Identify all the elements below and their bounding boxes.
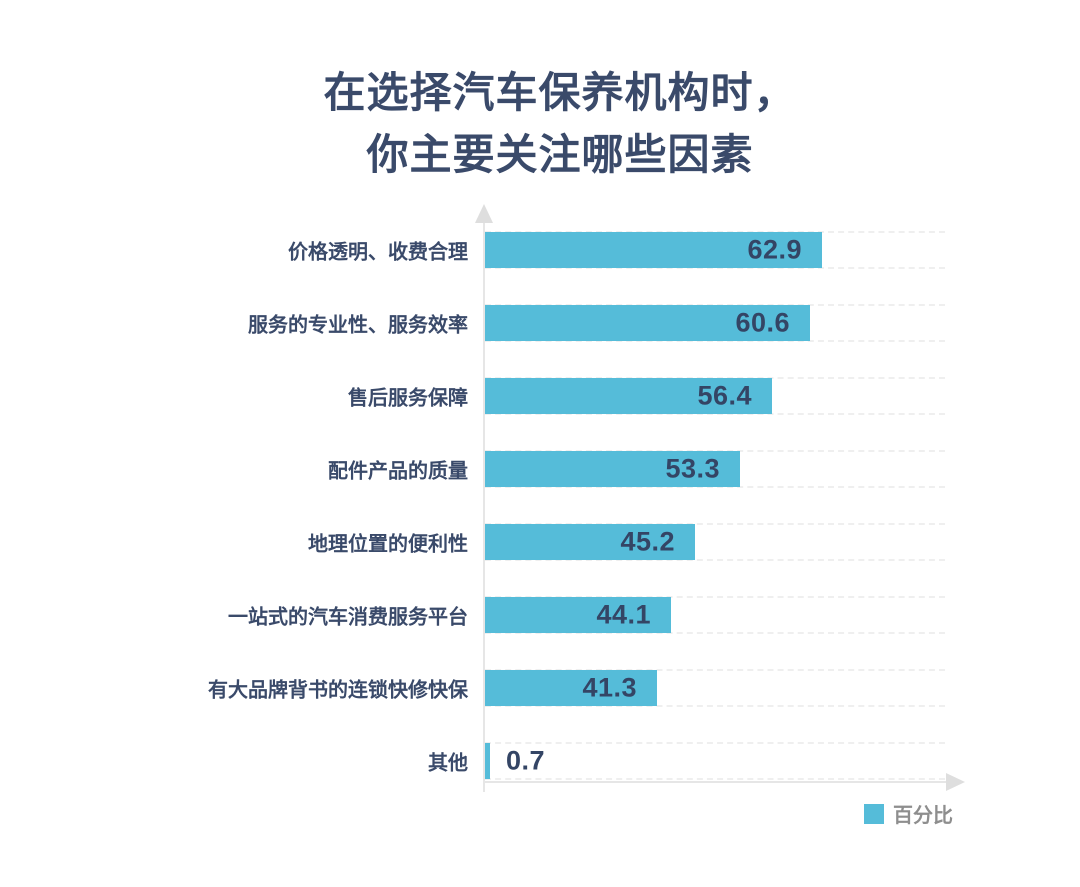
chart-row: 一站式的汽车消费服务平台 44.1 [0, 596, 1080, 634]
value-label: 45.2 [620, 526, 675, 557]
bar [485, 305, 810, 341]
category-label: 服务的专业性、服务效率 [248, 314, 468, 337]
chart-row: 服务的专业性、服务效率 60.6 [0, 304, 1080, 342]
chart-row: 价格透明、收费合理 62.9 [0, 231, 1080, 269]
gridline [485, 669, 945, 671]
chart-row: 地理位置的便利性 45.2 [0, 523, 1080, 561]
gridline [485, 486, 945, 488]
value-label: 44.1 [596, 599, 651, 630]
gridline [485, 596, 945, 598]
gridline [485, 632, 945, 634]
value-label: 53.3 [665, 453, 720, 484]
category-label: 价格透明、收费合理 [288, 241, 468, 264]
bar [485, 378, 772, 414]
category-label: 一站式的汽车消费服务平台 [228, 606, 468, 629]
bar [485, 597, 671, 633]
value-label: 41.3 [582, 672, 637, 703]
chart-title-line-1: 在选择汽车保养机构时， [323, 69, 797, 116]
category-label: 有大品牌背书的连锁快修快保 [208, 679, 468, 702]
category-label: 配件产品的质量 [328, 460, 468, 483]
legend: 百分比 [864, 799, 953, 828]
value-label: 60.6 [735, 307, 790, 338]
chart-title-line-2: 你主要关注哪些因素 [366, 131, 754, 178]
y-axis-line [483, 222, 485, 792]
gridline [485, 413, 945, 415]
gridline [485, 742, 945, 744]
gridline [485, 559, 945, 561]
category-label: 售后服务保障 [348, 387, 468, 410]
bar [485, 670, 657, 706]
bar [485, 232, 822, 268]
gridline [485, 778, 945, 780]
value-label: 56.4 [697, 380, 752, 411]
legend-swatch-icon [864, 803, 884, 824]
bar [485, 524, 695, 560]
chart-row: 有大品牌背书的连锁快修快保 41.3 [0, 669, 1080, 707]
x-axis-line [485, 781, 947, 783]
chart-row: 配件产品的质量 53.3 [0, 450, 1080, 488]
value-label: 62.9 [747, 234, 802, 265]
bar [485, 743, 490, 779]
category-label: 其他 [428, 752, 468, 775]
gridline [485, 340, 945, 342]
chart-title: 在选择汽车保养机构时， 你主要关注哪些因素 [40, 62, 1080, 186]
bar [485, 451, 740, 487]
gridline [485, 705, 945, 707]
chart-row: 其他 0.7 [0, 742, 1080, 780]
gridline [485, 523, 945, 525]
gridline [485, 267, 945, 269]
value-label: 0.7 [506, 745, 546, 776]
legend-series-label: 百分比 [893, 805, 953, 827]
x-axis-arrow-right-icon [946, 773, 965, 791]
y-axis-arrow-up-icon [475, 204, 493, 223]
category-label: 地理位置的便利性 [308, 533, 468, 556]
chart-row: 售后服务保障 56.4 [0, 377, 1080, 415]
